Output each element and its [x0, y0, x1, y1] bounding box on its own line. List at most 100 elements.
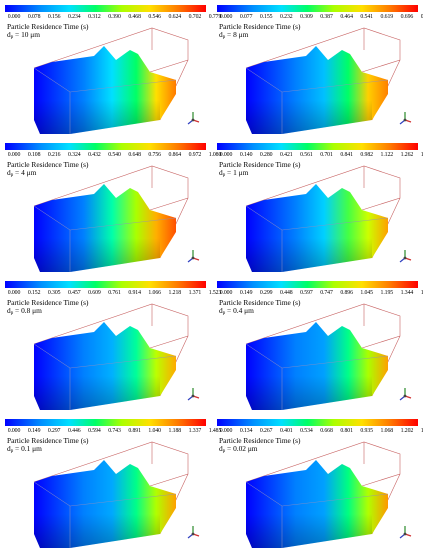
colorbar-ticks: 0.000 0.108 0.216 0.324 0.432 0.540 0.648 0.756… — [1, 152, 222, 160]
colorbar-tick-label: 0.134 — [239, 428, 253, 434]
colorbar-tick-label: 0.982 — [360, 152, 373, 158]
colorbar-title: Particle Residence Time (s) — [219, 22, 301, 31]
colorbar-tick-label: 0.841 — [340, 152, 353, 158]
colorbar-tick-label: 0.216 — [47, 152, 61, 158]
colorbar-tick-label: 1.337 — [188, 428, 202, 434]
dp-subscript: p — [222, 449, 226, 454]
dp-value: = 0.8 μm — [13, 306, 42, 315]
colorbar-tick-label: 0.000 — [7, 290, 21, 296]
panel-7: 0.000 0.149 0.297 0.446 0.594 0.743 0.891 1.040… — [0, 414, 221, 550]
axis-triad-icon — [399, 526, 412, 539]
domain-render — [33, 303, 189, 410]
colorbar-tick-label: 0.000 — [219, 290, 233, 296]
colorbar-tick-label: 0.648 — [128, 152, 141, 158]
colorbar-tick-label: 0.152 — [27, 290, 41, 296]
colorbar-tick-label: 0.446 — [68, 428, 81, 434]
particle-diameter-label: dp = 8 μm — [219, 30, 248, 40]
colorbar-tick-label: 0.000 — [7, 428, 21, 434]
colorbar-tick-label: 0.597 — [300, 290, 313, 296]
colorbar-tick-label: 0.696 — [400, 14, 414, 20]
axis-triad-icon — [399, 388, 412, 401]
colorbar-tick-label: 0.324 — [68, 152, 81, 158]
colorbar-tick-label: 0.078 — [27, 14, 41, 20]
particle-diameter-label: dp = 0.1 μm — [7, 444, 42, 454]
particle-diameter-label: dp = 4 μm — [7, 168, 36, 178]
colorbar-tick-label: 1.485 — [208, 428, 222, 434]
dp-subscript: p — [10, 35, 14, 40]
colorbar-tick-label: 0.149 — [27, 428, 41, 434]
colorbar-tick-label: 1.188 — [168, 428, 182, 434]
colorbar-tick-label: 0.000 — [219, 152, 233, 158]
dp-value: = 8 μm — [225, 30, 249, 39]
colorbar-tick-label: 0.546 — [148, 14, 161, 20]
colorbar-tick-label: 0.312 — [88, 14, 101, 20]
colorbar-tick-label: 0.774 — [420, 14, 423, 20]
colorbar — [5, 281, 206, 288]
particle-diameter-label: dp = 0.4 μm — [219, 306, 254, 316]
domain-render — [33, 165, 189, 272]
dp-value: = 10 μm — [13, 30, 41, 39]
colorbar-tick-label: 0.747 — [320, 290, 333, 296]
colorbar-tick-label: 0.540 — [108, 152, 121, 158]
colorbar-tick-label: 0.000 — [7, 14, 21, 20]
colorbar-tick-label: 0.390 — [108, 14, 121, 20]
colorbar-tick-label: 1.040 — [148, 428, 161, 434]
axis-triad-icon — [187, 526, 200, 539]
colorbar-tick-label: 0.234 — [68, 14, 81, 20]
colorbar-tick-label: 1.080 — [208, 152, 222, 158]
colorbar-tick-label: 1.523 — [208, 290, 222, 296]
dp-symbol: d — [7, 306, 11, 315]
colorbar — [217, 143, 418, 150]
panel-5: 0.000 0.152 0.305 0.457 0.609 0.761 0.914 1.066… — [0, 276, 221, 412]
colorbar-tick-label: 0.387 — [320, 14, 333, 20]
colorbar — [217, 281, 418, 288]
colorbar-tick-label: 1.344 — [400, 290, 414, 296]
colorbar — [5, 419, 206, 426]
colorbar-tick-label: 0.935 — [360, 428, 373, 434]
colorbar-tick-label: 0.108 — [27, 152, 41, 158]
colorbar-tick-label: 1.068 — [380, 428, 394, 434]
dp-symbol: d — [219, 30, 223, 39]
colorbar — [217, 5, 418, 12]
colorbar-ticks: 0.000 0.134 0.267 0.401 0.534 0.668 0.801 0.935… — [213, 428, 423, 436]
dp-value: = 0.1 μm — [13, 444, 42, 453]
dp-value: = 0.02 μm — [225, 444, 258, 453]
colorbar-title: Particle Residence Time (s) — [7, 298, 89, 307]
dp-value: = 4 μm — [13, 168, 37, 177]
colorbar-ticks: 0.000 0.149 0.299 0.448 0.597 0.747 0.896 1.045… — [213, 290, 423, 298]
axis-triad-icon — [399, 112, 412, 125]
panel-2: 0.000 0.077 0.155 0.232 0.309 0.387 0.464 0.541… — [212, 0, 423, 136]
dp-symbol: d — [7, 168, 11, 177]
colorbar-tick-label: 0.309 — [300, 14, 313, 20]
colorbar-tick-label: 0.801 — [340, 428, 353, 434]
dp-symbol: d — [219, 444, 223, 453]
panel-4: 0.000 0.140 0.280 0.421 0.561 0.701 0.841 0.982… — [212, 138, 423, 274]
colorbar-tick-label: 0.779 — [208, 14, 222, 20]
dp-subscript: p — [10, 173, 14, 178]
panel-6: 0.000 0.149 0.299 0.448 0.597 0.747 0.896 1.045… — [212, 276, 423, 412]
colorbar-tick-label: 0.891 — [128, 428, 141, 434]
colorbar-tick-label: 0.155 — [259, 14, 273, 20]
colorbar-tick-label: 0.464 — [340, 14, 353, 20]
particle-diameter-label: dp = 1 μm — [219, 168, 248, 178]
colorbar-tick-label: 1.066 — [148, 290, 161, 296]
colorbar-ticks: 0.000 0.140 0.280 0.421 0.561 0.701 0.841 0.982… — [213, 152, 423, 160]
dp-symbol: d — [7, 444, 11, 453]
colorbar-tick-label: 0.000 — [219, 14, 233, 20]
colorbar-tick-label: 1.218 — [168, 290, 182, 296]
colorbar-tick-label: 1.195 — [380, 290, 394, 296]
colorbar-title: Particle Residence Time (s) — [7, 22, 89, 31]
dp-symbol: d — [219, 306, 223, 315]
axis-triad-icon — [399, 250, 412, 263]
dp-value: = 1 μm — [225, 168, 249, 177]
colorbar-tick-label: 1.202 — [400, 428, 414, 434]
colorbar-tick-label: 0.756 — [148, 152, 161, 158]
colorbar-tick-label: 0.140 — [239, 152, 253, 158]
particle-diameter-label: dp = 0.8 μm — [7, 306, 42, 316]
domain-render — [33, 27, 189, 134]
colorbar-tick-label: 1.045 — [360, 290, 373, 296]
colorbar-tick-label: 0.000 — [219, 428, 233, 434]
colorbar-tick-label: 0.619 — [380, 14, 394, 20]
colorbar-tick-label: 0.972 — [188, 152, 202, 158]
colorbar-tick-label: 0.468 — [128, 14, 141, 20]
